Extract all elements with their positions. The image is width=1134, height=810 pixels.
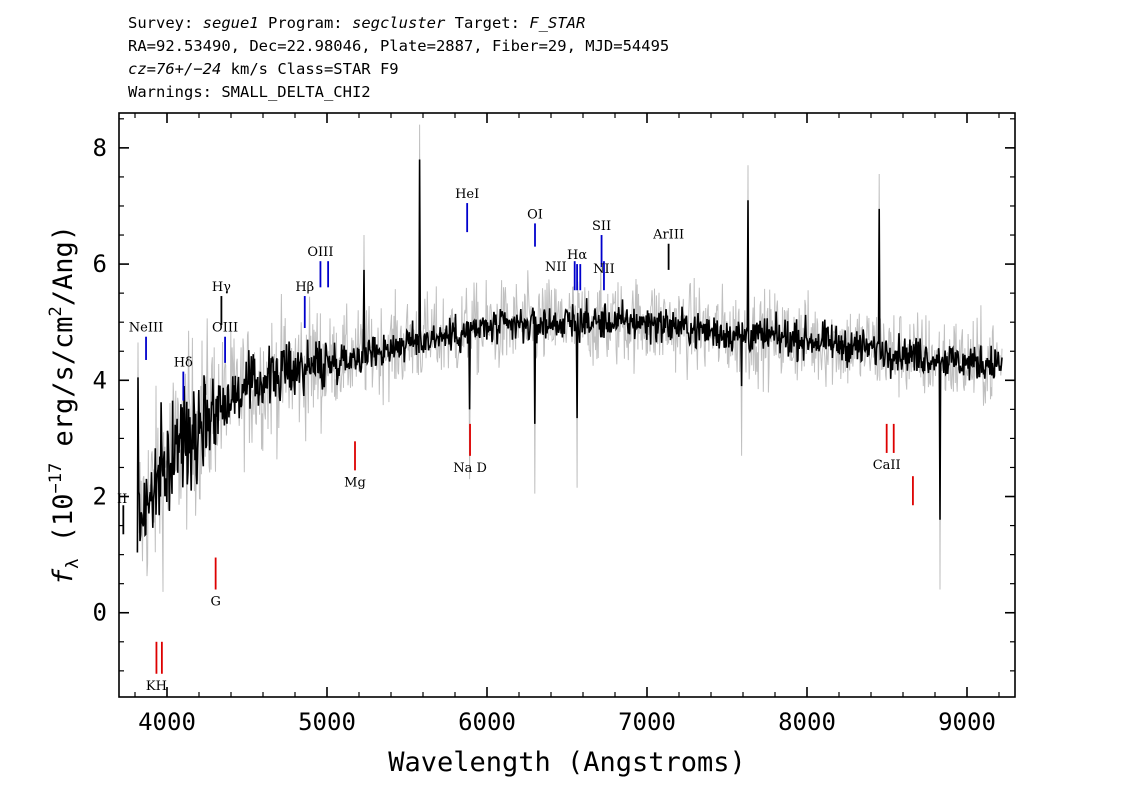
x-tick-label: 7000 <box>618 708 676 736</box>
line-label-18: Mg <box>344 475 366 490</box>
header-coordinates: RA=92.53490, Dec=22.98046, Plate=2887, F… <box>128 37 670 55</box>
header-survey: segue1 <box>202 14 259 32</box>
raw-spectrum-layer <box>136 124 1003 592</box>
y-tick-label: 8 <box>93 134 107 162</box>
x-tick-label: 4000 <box>138 708 196 736</box>
line-label-19: Na D <box>453 461 487 476</box>
y-tick-label: 4 <box>93 366 107 394</box>
header-redshift: cz=76+/−24 <box>128 60 222 78</box>
line-label-1: Hδ <box>174 356 193 371</box>
axis-ticks-layer: 4000 5000 6000 7000 8000 9000 0 2 4 6 8 <box>93 113 1015 736</box>
header-target-label: Target: <box>445 14 530 32</box>
header-survey-label: Survey: <box>128 14 203 32</box>
line-label-13: NII <box>593 262 615 277</box>
raw-spectrum-line <box>136 124 1003 592</box>
line-label-8: OI <box>527 207 543 222</box>
line-label-3: OIII <box>212 321 238 336</box>
x-tick-label: 8000 <box>778 708 836 736</box>
line-label-14: ArIII <box>652 228 684 243</box>
line-label-10: Hα <box>567 248 587 263</box>
y-axis-title: fλ (10−17 erg/s/cm2/Ang) <box>46 225 83 585</box>
line-label-9: NII <box>545 260 567 275</box>
line-label-0: NeIII <box>129 321 163 336</box>
line-label-12: SII <box>592 219 611 234</box>
x-tick-label: 5000 <box>298 708 356 736</box>
line-markers-layer: NeIIIHδHγOIIIHβOIIIHeIOINIIHαSIINIIArIII… <box>117 187 914 694</box>
smoothed-spectrum-line <box>136 159 1003 553</box>
y-tick-label: 2 <box>93 483 107 511</box>
y-tick-label: 6 <box>93 250 107 278</box>
spectrum-header: Survey: segue1 Program: segcluster Targe… <box>128 12 669 104</box>
line-label-23: II <box>117 492 127 507</box>
line-label-2: Hγ <box>212 280 231 295</box>
header-program-label: Program: <box>258 14 352 32</box>
smoothed-spectrum-layer <box>136 159 1003 553</box>
line-label-7: HeI <box>455 187 479 202</box>
plot-frame <box>118 112 1016 698</box>
line-label-5: OIII <box>307 245 333 260</box>
line-label-17: G <box>210 594 220 609</box>
line-label-15: KH <box>146 679 167 694</box>
header-warnings: Warnings: SMALL_DELTA_CHI2 <box>128 83 371 101</box>
y-tick-label: 0 <box>93 599 107 627</box>
line-label-4: Hβ <box>295 280 314 295</box>
header-class: km/s Class=STAR F9 <box>221 60 399 78</box>
x-tick-label: 9000 <box>938 708 996 736</box>
header-target: F_STAR <box>529 14 586 32</box>
line-label-20: CaII <box>873 458 901 473</box>
x-tick-label: 6000 <box>458 708 516 736</box>
x-axis-title: Wavelength (Angstroms) <box>388 747 746 778</box>
header-program: segcluster <box>351 14 446 32</box>
